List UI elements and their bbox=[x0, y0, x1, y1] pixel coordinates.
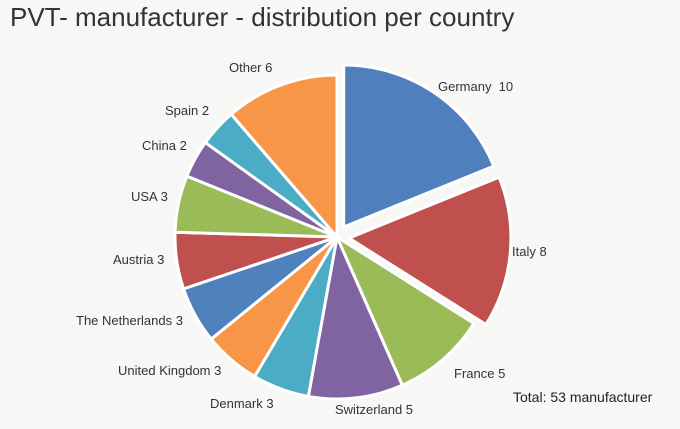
slice-label-denmark: Denmark 3 bbox=[210, 396, 274, 411]
slice-label-italy: Italy 8 bbox=[512, 244, 547, 259]
pie-slice-other bbox=[229, 73, 339, 239]
slice-label-france: France 5 bbox=[454, 366, 505, 381]
slice-label-the-netherlands: The Netherlands 3 bbox=[76, 313, 183, 328]
slice-label-china: China 2 bbox=[142, 138, 187, 153]
slice-label-austria: Austria 3 bbox=[113, 252, 164, 267]
pie-slice-france bbox=[335, 235, 476, 387]
pie-slice-switzerland bbox=[306, 235, 404, 401]
total-note: Total: 53 manufacturer bbox=[513, 389, 653, 405]
pie-slice-germany bbox=[342, 63, 496, 229]
slice-label-spain: Spain 2 bbox=[165, 103, 209, 118]
slice-label-germany: Germany 10 bbox=[438, 79, 513, 94]
slice-label-usa: USA 3 bbox=[131, 189, 168, 204]
slice-label-switzerland: Switzerland 5 bbox=[335, 402, 413, 417]
slice-label-united-kingdom: United Kingdom 3 bbox=[118, 363, 221, 378]
chart-title: PVT- manufacturer - distribution per cou… bbox=[10, 2, 515, 32]
slice-label-other: Other 6 bbox=[229, 60, 272, 75]
pie-slice-italy bbox=[347, 175, 513, 327]
